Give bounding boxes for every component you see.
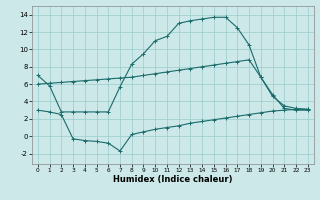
X-axis label: Humidex (Indice chaleur): Humidex (Indice chaleur) — [113, 175, 233, 184]
